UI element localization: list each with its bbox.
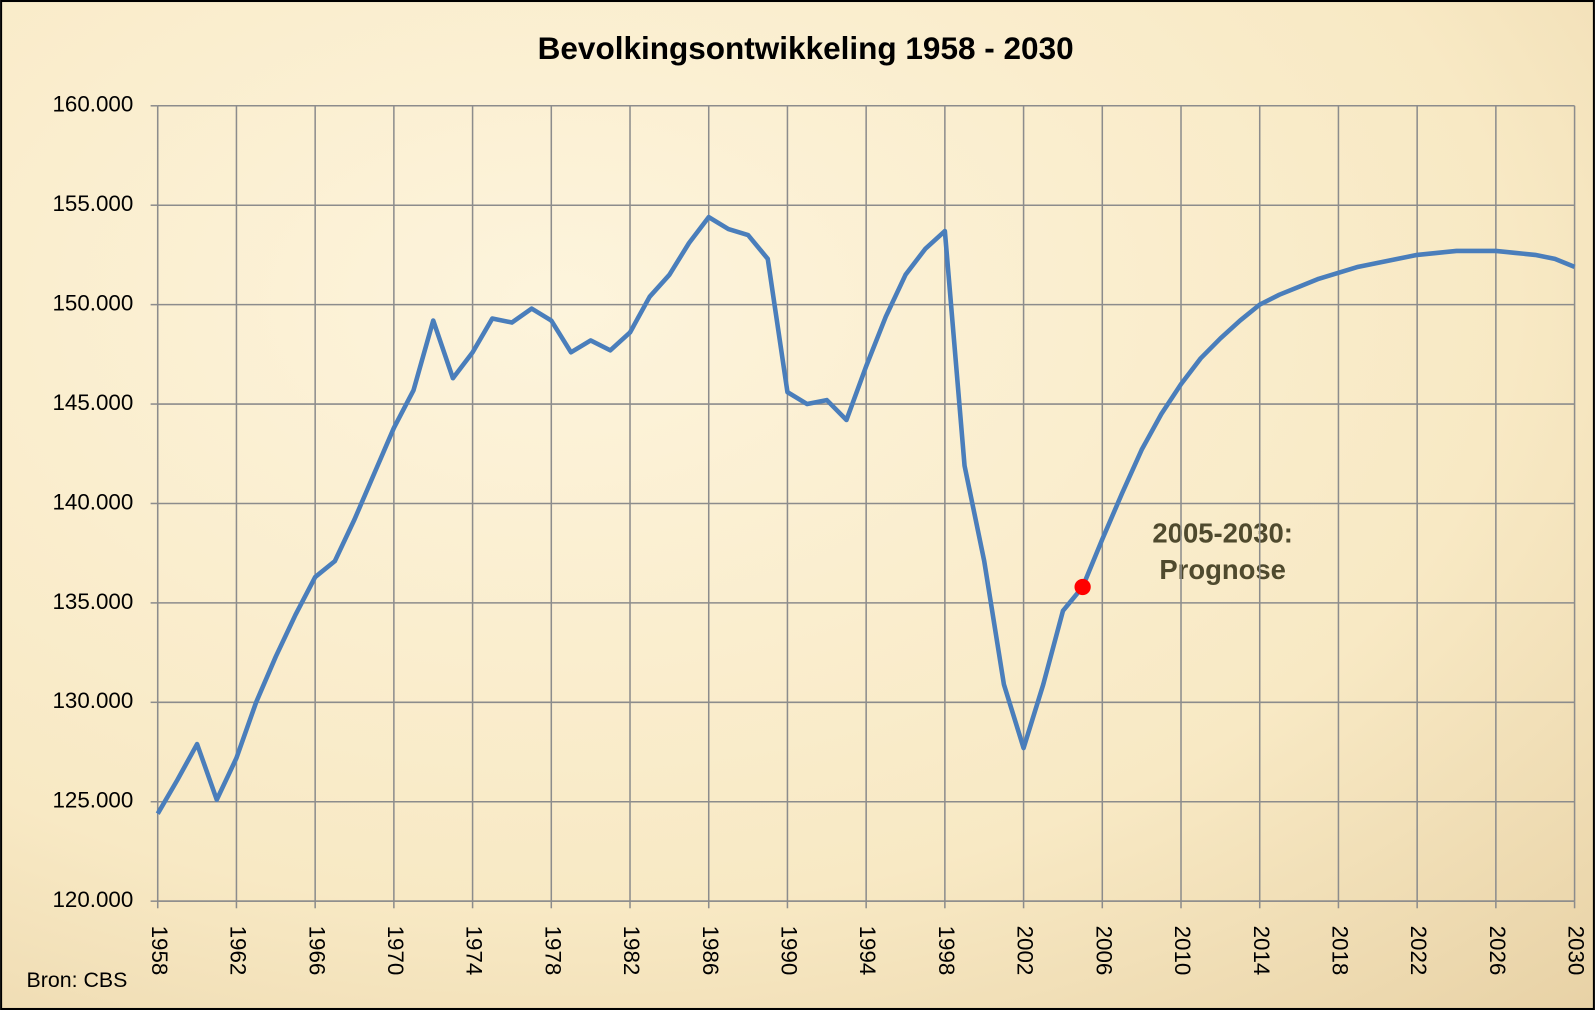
highlight-point <box>1074 578 1091 596</box>
annotation: 2005-2030: <box>1152 517 1292 548</box>
x-tick-label: 1986 <box>698 926 723 976</box>
y-tick-label: 145.000 <box>52 390 133 415</box>
x-tick-label: 1982 <box>619 926 644 976</box>
x-tick-label: 1958 <box>147 926 172 976</box>
x-tick-label: 1990 <box>777 926 802 976</box>
annotation: Prognose <box>1159 554 1286 585</box>
y-tick-label: 125.000 <box>52 788 133 813</box>
x-tick-label: 1970 <box>383 926 408 976</box>
x-tick-label: 2022 <box>1406 926 1431 976</box>
chart-title: Bevolkingsontwikkeling 1958 - 2030 <box>538 30 1074 66</box>
x-tick-label: 2002 <box>1013 926 1038 976</box>
x-tick-label: 1978 <box>540 926 565 976</box>
y-tick-label: 150.000 <box>52 291 133 316</box>
y-tick-label: 140.000 <box>52 489 133 514</box>
x-tick-label: 2030 <box>1564 926 1589 976</box>
y-tick-label: 135.000 <box>52 589 133 614</box>
x-tick-label: 1962 <box>226 926 251 976</box>
data-line <box>155 214 1576 815</box>
x-tick-label: 2018 <box>1328 926 1353 976</box>
x-tick-label: 2006 <box>1091 926 1116 976</box>
source: Bron: CBS <box>27 968 128 992</box>
y-tick-label: 155.000 <box>52 191 133 216</box>
x-tick-label: 1994 <box>855 926 880 976</box>
x-tick-label: 2010 <box>1170 926 1195 976</box>
x-tick-label: 1966 <box>304 926 329 976</box>
y-tick-label: 130.000 <box>52 688 133 713</box>
y-tick-label: 120.000 <box>52 887 133 912</box>
x-tick-label: 2014 <box>1249 926 1274 976</box>
x-tick-label: 1998 <box>934 926 959 976</box>
x-tick-label: 2026 <box>1485 926 1510 976</box>
y-tick-label: 160.000 <box>52 92 133 117</box>
x-tick-label: 1974 <box>462 926 487 976</box>
